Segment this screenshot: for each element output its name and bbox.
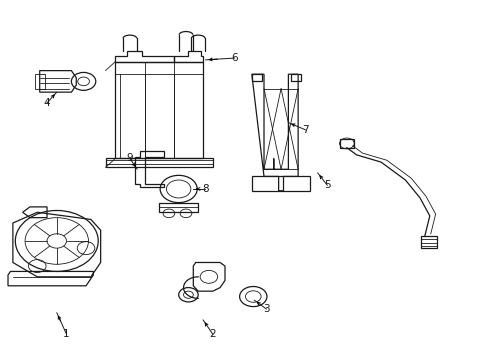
Text: 3: 3 — [263, 304, 269, 314]
Text: 9: 9 — [126, 153, 133, 163]
Text: 8: 8 — [202, 184, 208, 194]
Text: 2: 2 — [209, 329, 216, 339]
Text: 6: 6 — [231, 53, 238, 63]
Text: 4: 4 — [43, 98, 50, 108]
Text: 7: 7 — [302, 125, 308, 135]
Text: 1: 1 — [63, 329, 70, 339]
Text: 5: 5 — [324, 180, 330, 190]
